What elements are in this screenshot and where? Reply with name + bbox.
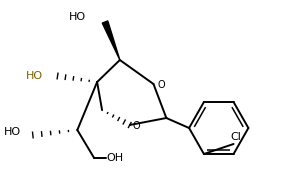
Text: HO: HO xyxy=(69,12,86,22)
Text: OH: OH xyxy=(106,153,123,163)
Text: HO: HO xyxy=(26,71,43,81)
Text: Cl: Cl xyxy=(230,132,241,142)
Text: O: O xyxy=(133,121,140,131)
Text: O: O xyxy=(157,80,165,90)
Polygon shape xyxy=(102,21,120,60)
Text: HO: HO xyxy=(4,127,21,137)
